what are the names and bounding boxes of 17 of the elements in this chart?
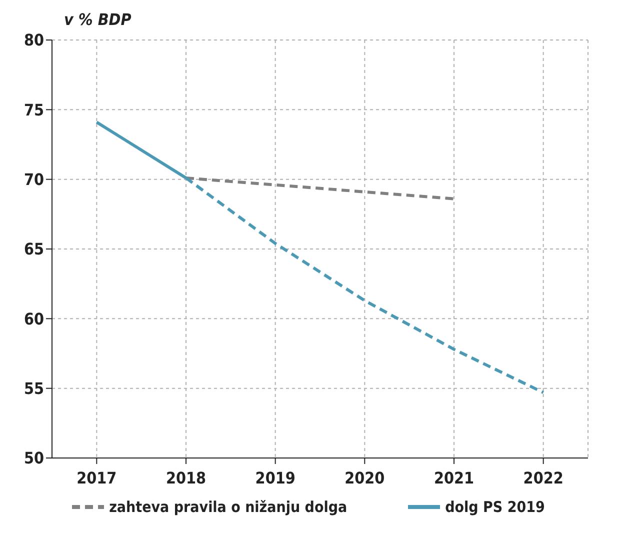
y-tick-label: 75: [24, 100, 44, 120]
y-axis-title: v % BDP: [64, 10, 132, 29]
x-tick-label: 2021: [434, 468, 474, 488]
x-tick-label: 2019: [255, 468, 296, 488]
y-tick-label: 50: [24, 448, 44, 468]
x-tick-label: 2022: [523, 468, 564, 488]
legend-label: zahteva pravila o nižanju dolga: [109, 498, 348, 516]
y-tick-label: 60: [24, 309, 44, 328]
x-tick-label: 2017: [76, 468, 117, 488]
x-tick-label: 2020: [344, 468, 385, 488]
x-tick-label: 2018: [166, 468, 206, 488]
line-series: [184, 176, 456, 200]
y-tick-label: 70: [24, 170, 44, 190]
y-tick-label: 80: [24, 30, 44, 50]
y-tick-label: 65: [24, 240, 44, 259]
y-tick-label: 55: [24, 379, 44, 398]
legend-label: dolg PS 2019: [445, 498, 545, 516]
